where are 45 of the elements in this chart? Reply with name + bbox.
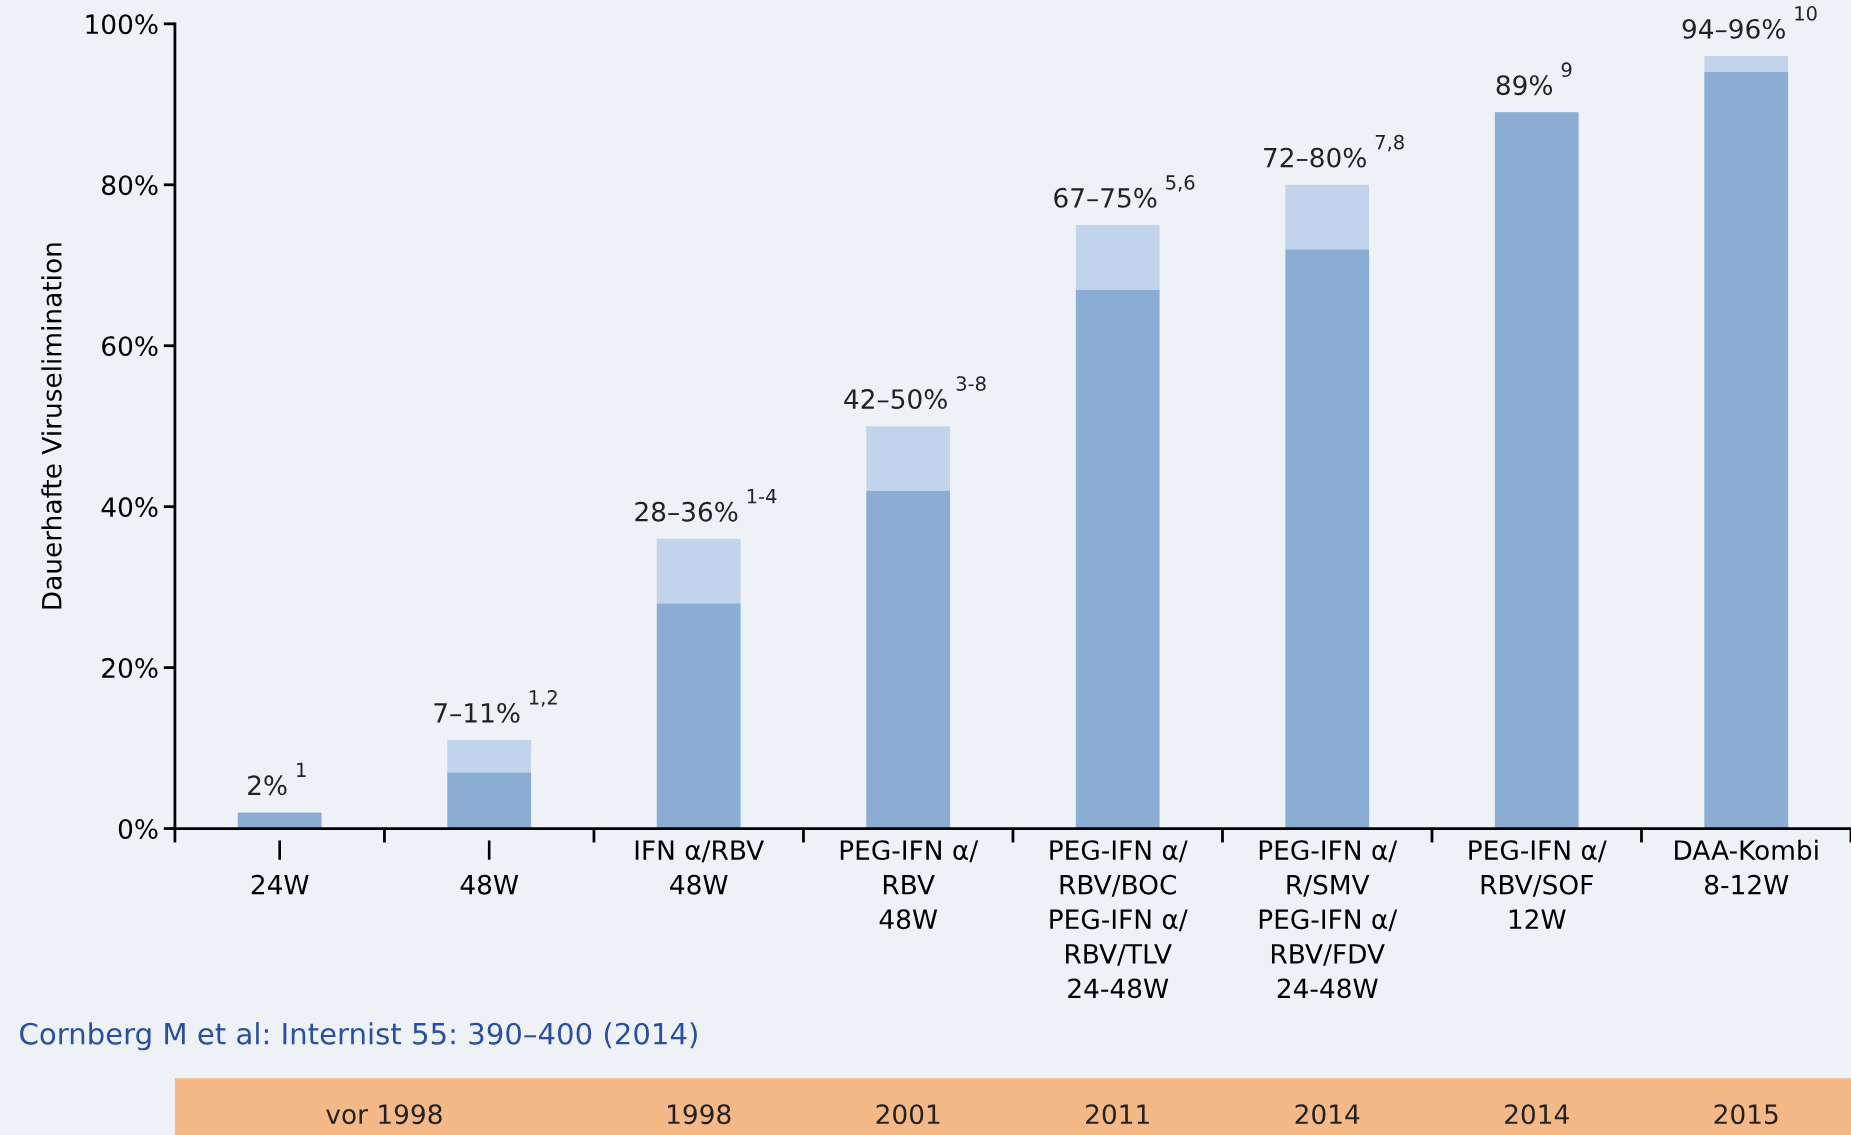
total-label: 94–96% 10: [1682, 6, 1817, 39]
x-tick-label: PEG-IFN α/ RBV/BOC PEG-IFN α/ RBV/TLV 24-48W: [1050, 840, 1188, 999]
y-axis-title: Dauerhafte Viruselimination: [41, 243, 62, 609]
text: 2014: [1505, 1104, 1569, 1125]
bar: [866, 426, 951, 491]
text: 2001: [876, 1104, 940, 1125]
text: Cornberg M et al: Internist 55: 390–400 (2014): [20, 1022, 697, 1051]
bar: [1494, 112, 1579, 829]
total-label: 67–75% 5,6: [1054, 175, 1195, 208]
y-tick-label: 0%: [118, 818, 158, 839]
y-tick-label: 80%: [102, 175, 158, 196]
x-tick-label: I 24W: [251, 840, 309, 895]
total-label: 89% 9: [1496, 62, 1572, 96]
x-tick-label: DAA-Kombi 8-12W: [1675, 839, 1818, 895]
x-tick-label: PEG-IFN α/ RBV 48W: [840, 840, 979, 930]
text: 2011: [1086, 1104, 1149, 1125]
bar: [866, 490, 951, 829]
text: 2014: [1295, 1104, 1360, 1125]
y-tick-label: 40%: [101, 497, 158, 518]
bar: [447, 740, 532, 773]
bar: [1704, 56, 1789, 73]
total-label: 72–80% 7,8: [1264, 134, 1404, 168]
total-label: 2% 1: [248, 762, 306, 796]
total-label: 7–11% 1,2: [434, 690, 557, 723]
x-tick-label: I 48W: [460, 840, 519, 895]
x-tick-label: PEG-IFN α/ RBV/SOF 12W: [1469, 840, 1607, 929]
y-tick-label: 100%: [86, 14, 158, 35]
bar: [1075, 289, 1160, 829]
total-label: 42–50% 3-8: [844, 376, 986, 410]
x-tick-label: IFN α/RBV 48W: [635, 840, 764, 895]
text: 1998: [668, 1104, 731, 1125]
x-tick-label: PEG-IFN α/ R/SMV PEG-IFN α/ RBV/FDV 24-48W: [1259, 840, 1398, 999]
text: 2015: [1714, 1104, 1778, 1125]
bar: [237, 812, 322, 829]
bar: [1075, 225, 1160, 290]
bar: [656, 603, 741, 829]
bar: [447, 772, 532, 829]
bar: [1285, 184, 1370, 250]
text: vor 1998: [326, 1104, 442, 1125]
total-label: 28–36% 1-4: [635, 489, 777, 522]
y-tick-label: 20%: [102, 658, 158, 679]
bar: [656, 538, 741, 604]
y-tick-label: 60%: [102, 336, 158, 357]
bar: [1285, 249, 1370, 829]
bar: [1704, 72, 1789, 829]
